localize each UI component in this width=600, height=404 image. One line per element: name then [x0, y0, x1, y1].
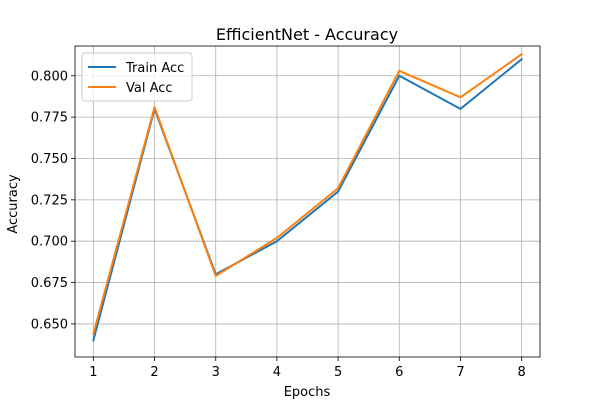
x-tick-label: 6 [395, 365, 403, 380]
series-lines [92, 52, 524, 342]
x-tick-label: 2 [150, 365, 158, 380]
x-tick-label: 8 [518, 365, 526, 380]
x-tick-label: 3 [212, 365, 220, 380]
legend-label: Val Acc [126, 81, 173, 96]
y-tick-label: 0.675 [31, 276, 68, 291]
y-axis-ticks: 0.650 0.675 0.700 0.725 0.750 0.775 0.800 [31, 69, 75, 332]
x-axis-label: Epochs [284, 385, 331, 400]
y-tick-label: 0.725 [31, 193, 68, 208]
plot-frame [74, 45, 541, 358]
legend: Train Acc Val Acc [81, 52, 193, 102]
legend-box [81, 52, 193, 102]
chart-title: EfficientNet - Accuracy [216, 25, 398, 44]
legend-label: Train Acc [125, 61, 184, 76]
y-tick-label: 0.700 [31, 235, 68, 250]
y-tick-label: 0.800 [31, 69, 68, 84]
x-axis-ticks: 1 2 3 4 5 6 7 8 [89, 357, 526, 380]
x-tick-label: 1 [89, 365, 97, 380]
x-tick-label: 7 [456, 365, 464, 380]
y-tick-label: 0.650 [31, 317, 68, 332]
legend-items: Train Acc Val Acc [88, 61, 184, 96]
y-tick-label: 0.750 [31, 152, 68, 167]
x-tick-label: 4 [273, 365, 281, 380]
y-axis-label: Accuracy [6, 174, 21, 234]
series-line-val-acc [92, 52, 524, 336]
grid [75, 46, 540, 357]
y-tick-label: 0.775 [31, 111, 68, 126]
x-tick-label: 5 [334, 365, 342, 380]
